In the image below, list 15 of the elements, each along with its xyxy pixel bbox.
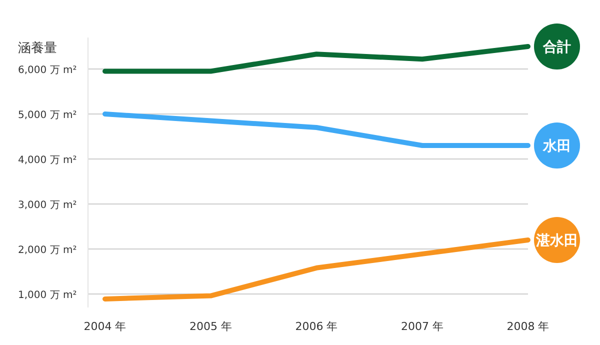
series-label: 湛水田 [535,233,578,249]
x-tick-label: 2008 年 [506,320,550,333]
y-axis-title: 涵養量 [18,41,57,56]
y-tick-label: 3,000 万 m² [18,200,77,211]
x-tick-label: 2005 年 [190,320,232,333]
x-tick-label: 2007 年 [401,320,444,333]
series-label: 合計 [542,40,571,56]
y-tick-label: 5,000 万 m² [18,110,77,121]
y-tick-label: 1,000 万 m² [18,290,77,301]
y-tick-label: 6,000 万 m² [18,65,77,76]
series-label: 水田 [542,138,571,154]
y-tick-label: 2,000 万 m² [18,245,77,256]
x-tick-label: 2006 年 [295,320,338,333]
x-tick-label: 2004 年 [84,320,126,333]
y-tick-label: 4,000 万 m² [18,155,77,166]
